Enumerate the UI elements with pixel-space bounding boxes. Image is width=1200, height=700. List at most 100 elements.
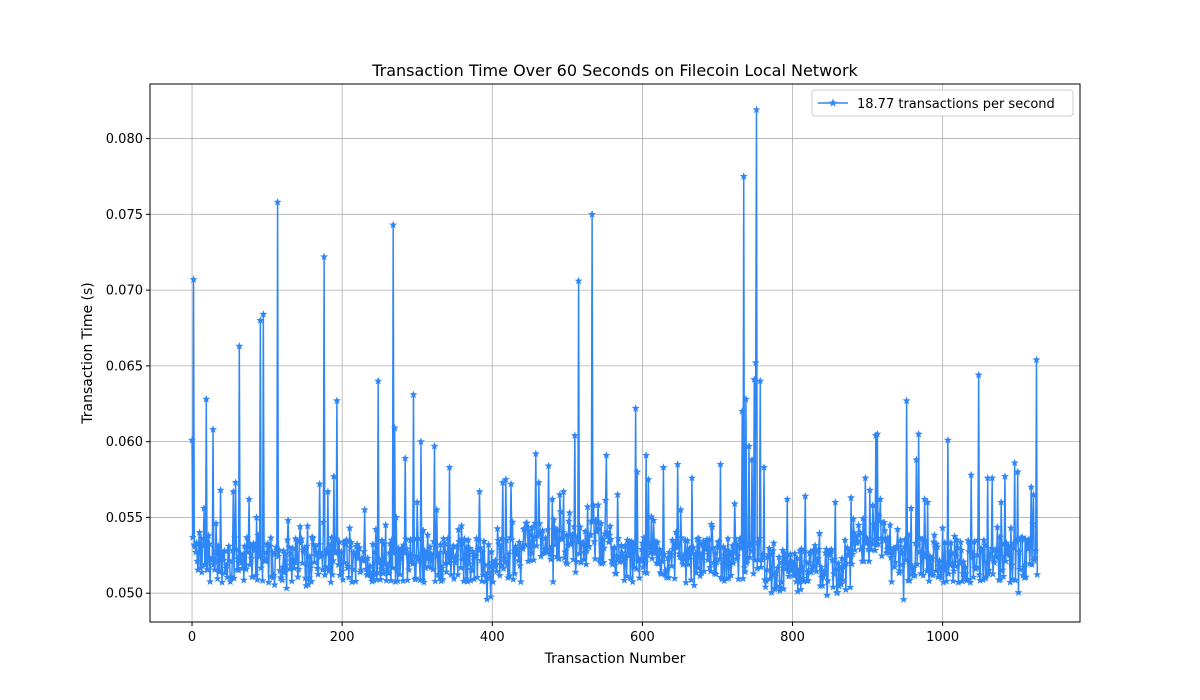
data-point [464,535,473,544]
data-point [615,557,624,566]
data-point [388,563,397,572]
data-point [928,571,937,579]
data-point [982,557,991,566]
data-point [188,533,197,541]
data-point [955,559,964,567]
data-point [772,581,781,590]
data-point [546,555,555,563]
data-point [943,435,952,444]
data-point [555,553,564,562]
data-point [245,560,254,569]
data-point [847,559,856,568]
data-point [440,548,449,556]
data-point [450,574,458,583]
data-point [631,404,640,412]
data-point [525,530,534,539]
data-point [366,570,375,579]
data-point [505,571,514,580]
data-point [729,546,738,555]
data-point [345,523,354,532]
data-point [1019,563,1028,571]
data-point [543,525,552,534]
data-point [558,535,567,543]
data-point [262,555,271,564]
data-point [979,535,988,544]
data-point [759,552,768,561]
data-point [608,560,617,568]
data-point [226,577,235,586]
data-point [531,519,540,527]
data-point [961,562,970,571]
data-point [251,540,260,549]
data-point [393,576,402,585]
data-point [360,505,369,514]
data-point [1012,538,1021,546]
data-point [288,543,297,552]
data-point [422,549,431,557]
data-point [1033,570,1042,579]
data-point [917,549,926,558]
data-point [915,533,924,542]
data-point [551,540,560,549]
data-point [990,558,999,567]
data-point [978,546,987,555]
legend-star-icon [828,98,838,107]
data-point [200,504,209,512]
data-point [689,543,698,552]
data-point [266,533,275,542]
data-point [407,557,416,566]
data-point [199,539,208,548]
data-point [1011,575,1020,584]
data-point [320,252,329,261]
data-point [189,275,198,283]
data-point [231,478,240,486]
data-point [779,584,788,593]
data-point [365,561,374,570]
data-point [628,577,637,586]
data-point [707,520,716,528]
data-point [501,558,510,566]
data-point [254,542,263,551]
data-point [319,517,328,526]
data-point [562,530,571,539]
data-point [985,552,994,561]
data-point [385,548,394,557]
data-point [898,547,907,556]
data-point [249,539,258,547]
data-point [954,578,963,586]
data-point [913,559,922,568]
data-point [230,574,239,582]
data-point [591,516,600,524]
data-point [544,461,553,470]
data-point [194,565,203,574]
data-point [684,560,693,568]
data-point [736,535,745,543]
data-point [502,536,511,544]
data-point [208,554,217,563]
data-point [323,549,332,558]
data-point [720,576,729,585]
data-point [823,576,832,585]
data-point [532,541,541,550]
data-point [281,561,290,569]
data-point [312,548,321,556]
data-point [794,566,803,575]
data-point [959,557,968,566]
data-point [995,533,1004,541]
data-point [444,558,453,567]
data-point [596,558,605,566]
data-point [534,478,543,486]
data-point [308,533,317,542]
data-point [338,566,347,575]
data-point [673,460,682,468]
data-point [691,549,700,557]
data-point [277,573,286,582]
data-point [717,574,726,583]
data-point [421,563,430,572]
data-point [846,583,855,591]
data-point [547,542,556,551]
data-point [765,544,774,552]
data-point [310,558,319,566]
data-point [636,555,645,564]
data-point [224,542,233,550]
